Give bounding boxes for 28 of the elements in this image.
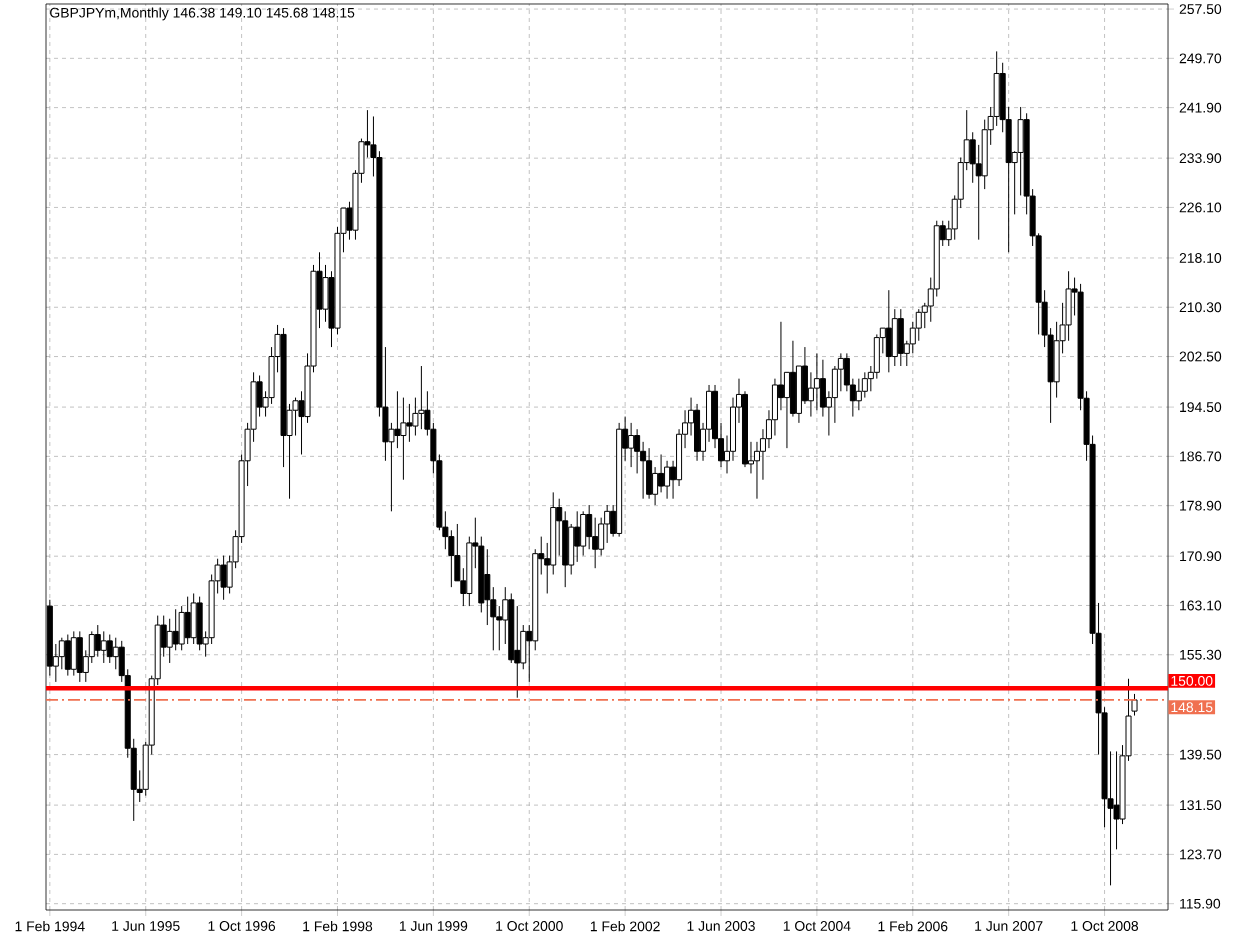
- candlestick: [418, 365, 425, 430]
- candlestick: [406, 403, 413, 443]
- candlestick: [184, 596, 191, 645]
- candlestick: [664, 460, 671, 500]
- candlestick: [100, 630, 107, 664]
- candlestick: [855, 378, 862, 411]
- candlestick: [574, 510, 581, 563]
- candlestick: [885, 289, 892, 373]
- candlestick: [112, 637, 119, 670]
- candlestick: [106, 634, 113, 664]
- candlestick: [400, 397, 407, 481]
- candlestick: [64, 634, 71, 677]
- candlestick: [94, 624, 101, 658]
- candlestick: [580, 510, 587, 557]
- candlestick: [70, 630, 77, 677]
- candlestick: [394, 390, 401, 449]
- candlestick: [172, 608, 179, 651]
- candlestick: [196, 596, 203, 651]
- candlestick: [897, 308, 904, 367]
- candlestick: [190, 592, 197, 645]
- candlestick: [76, 630, 83, 683]
- candlestick: [694, 403, 701, 462]
- candlestick: [646, 447, 653, 500]
- candlestick: [220, 555, 227, 601]
- candlestick: [813, 352, 820, 411]
- candlestick: [628, 422, 635, 468]
- candlestick: [322, 264, 329, 323]
- candlestick: [658, 453, 665, 493]
